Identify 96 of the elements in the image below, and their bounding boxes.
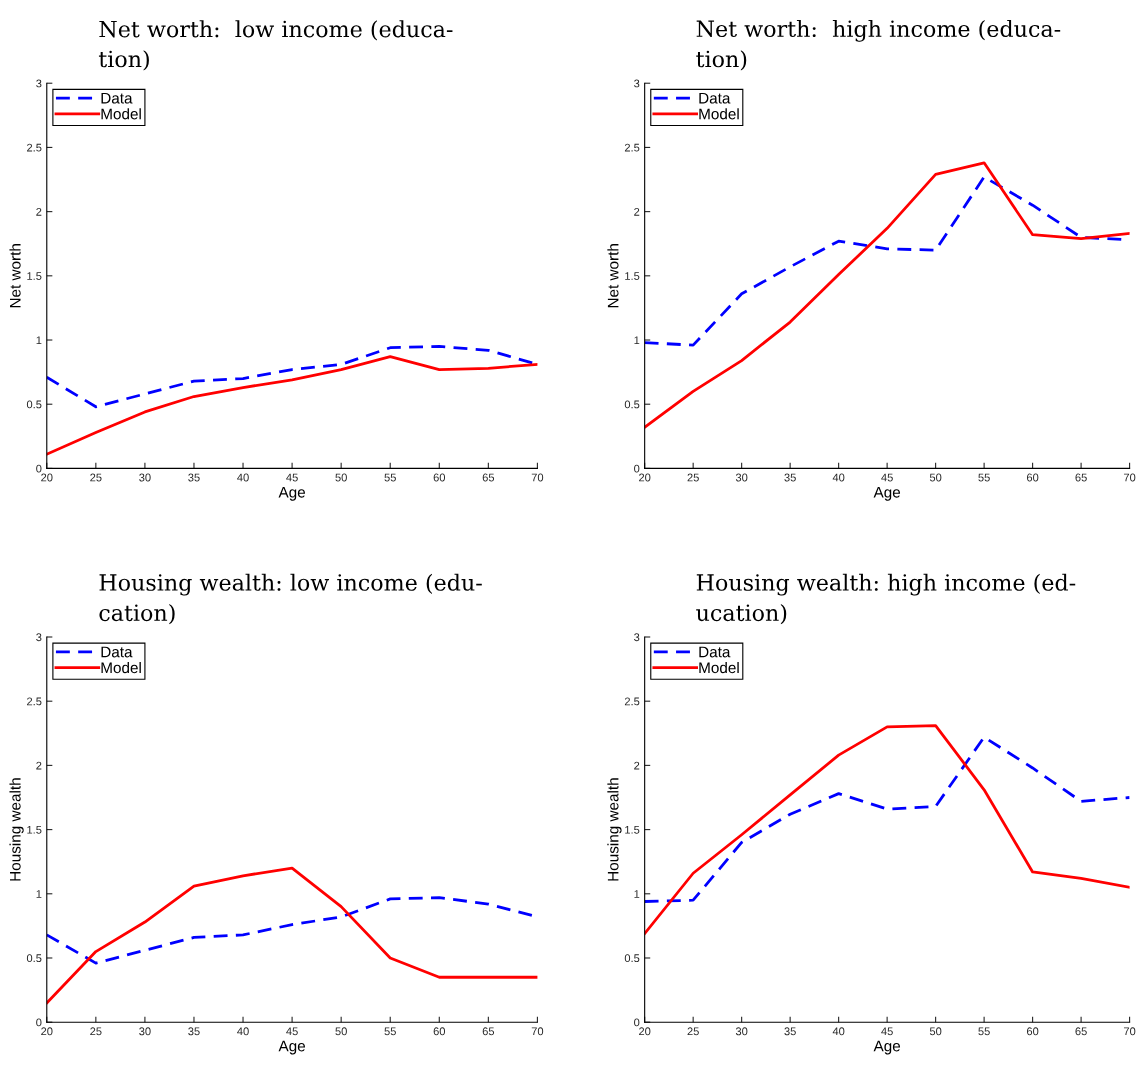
x-tick-label: 40 [237, 473, 249, 482]
x-tick-label: 35 [784, 473, 796, 482]
x-tick-label: 30 [735, 1027, 748, 1036]
y-tick-label: 0 [36, 1018, 42, 1027]
y-tick-label: 2.5 [624, 697, 640, 706]
y-tick-label: 3 [36, 79, 42, 88]
x-tick-label: 70 [531, 473, 544, 482]
line-series [644, 161, 1130, 429]
legend-label: Model [699, 661, 739, 674]
y-axis-title: Housing wealth [607, 778, 622, 881]
x-tick-label: 60 [1026, 473, 1039, 482]
y-tick-label: 0 [634, 1018, 640, 1027]
y-axis-title: Housing wealth [9, 778, 24, 881]
legend-label: Data [699, 92, 731, 104]
chart-title: Net worth: high income (educa- tion) [696, 19, 1061, 71]
y-tick-label: 1 [634, 890, 640, 898]
line-series [46, 866, 538, 1005]
y-tick-label: 1.5 [625, 272, 640, 280]
y-tick-label: 1.5 [27, 825, 42, 834]
y-tick-label: 3 [36, 633, 42, 642]
x-axis-title: Age [278, 486, 306, 501]
x-tick-label: 65 [1075, 473, 1087, 482]
y-tick-label: 2 [634, 761, 640, 770]
legend-label: Model [101, 661, 141, 674]
x-tick-label: 60 [433, 1027, 446, 1036]
x-tick-label: 45 [881, 473, 893, 482]
x-axis-title: Age [873, 486, 901, 501]
legend-label: Model [101, 108, 141, 120]
y-tick-label: 0.5 [26, 954, 42, 963]
x-tick-label: 50 [335, 1027, 347, 1036]
x-tick-label: 20 [41, 1027, 53, 1036]
x-tick-label: 35 [188, 1027, 200, 1036]
legend-label: Model [699, 108, 739, 120]
x-tick-label: 65 [482, 1027, 495, 1036]
y-tick-label: 0.5 [26, 400, 42, 409]
y-tick-label: 2 [36, 761, 42, 770]
x-tick-label: 25 [687, 473, 699, 482]
x-tick-label: 60 [433, 473, 446, 482]
y-tick-label: 1 [36, 336, 42, 345]
legend-label: Data [699, 646, 731, 658]
x-tick-label: 50 [929, 473, 942, 482]
y-axis-title: Net worth [607, 244, 619, 308]
y-tick-label: 3 [634, 79, 640, 88]
x-tick-label: 25 [687, 1027, 699, 1036]
x-axis-title: Age [278, 1040, 306, 1055]
x-tick-label: 40 [832, 473, 845, 482]
x-tick-label: 20 [639, 473, 651, 482]
chart-title: Net worth: low income (educa- tion) [98, 20, 453, 71]
x-axis-title: Age [873, 1040, 901, 1055]
legend-label: Data [101, 646, 133, 658]
x-tick-label: 65 [1075, 1027, 1087, 1036]
line-series [46, 355, 538, 456]
x-tick-label: 55 [978, 473, 990, 482]
x-tick-label: 30 [139, 1027, 151, 1036]
x-tick-label: 50 [929, 1027, 942, 1036]
y-tick-label: 2.5 [27, 143, 42, 152]
chart-title: Housing wealth: low income (edu- cation) [99, 573, 482, 625]
x-tick-label: 70 [1123, 473, 1136, 482]
x-tick-label: 25 [90, 473, 102, 482]
y-tick-label: 2 [634, 207, 640, 216]
x-tick-label: 45 [286, 1027, 298, 1036]
x-tick-label: 55 [384, 1027, 396, 1036]
y-tick-label: 0.5 [624, 400, 640, 409]
y-tick-label: 0 [634, 464, 640, 473]
x-tick-label: 40 [832, 1027, 845, 1036]
y-tick-label: 1 [634, 336, 640, 345]
y-tick-label: 1.5 [27, 272, 42, 280]
y-tick-label: 2.5 [27, 697, 42, 706]
x-tick-label: 20 [639, 1027, 651, 1036]
y-tick-label: 3 [634, 633, 640, 642]
x-tick-label: 30 [139, 473, 151, 482]
x-tick-label: 40 [237, 1027, 249, 1036]
x-tick-label: 55 [978, 1027, 990, 1036]
x-tick-label: 70 [531, 1027, 544, 1036]
x-tick-label: 65 [482, 473, 495, 482]
x-tick-label: 35 [784, 1027, 796, 1036]
chart-title: Housing wealth: high income (ed- ucation) [696, 573, 1076, 625]
y-tick-label: 0 [36, 464, 42, 473]
x-tick-label: 60 [1026, 1027, 1039, 1036]
y-tick-label: 1 [36, 890, 42, 898]
y-axis-title: Net worth [9, 244, 21, 308]
y-tick-label: 2 [36, 207, 42, 216]
y-tick-label: 2.5 [624, 143, 640, 152]
x-tick-label: 20 [41, 473, 53, 482]
line-series [644, 724, 1130, 935]
x-tick-label: 30 [735, 473, 748, 482]
x-tick-label: 50 [335, 473, 347, 482]
x-tick-label: 45 [286, 473, 298, 482]
x-tick-label: 45 [881, 1027, 893, 1036]
x-tick-label: 35 [188, 473, 200, 482]
x-tick-label: 70 [1123, 1027, 1136, 1036]
x-tick-label: 55 [384, 473, 396, 482]
y-tick-label: 1.5 [625, 825, 640, 834]
legend-label: Data [101, 92, 133, 104]
y-tick-label: 0.5 [624, 954, 640, 963]
x-tick-label: 25 [90, 1027, 102, 1036]
